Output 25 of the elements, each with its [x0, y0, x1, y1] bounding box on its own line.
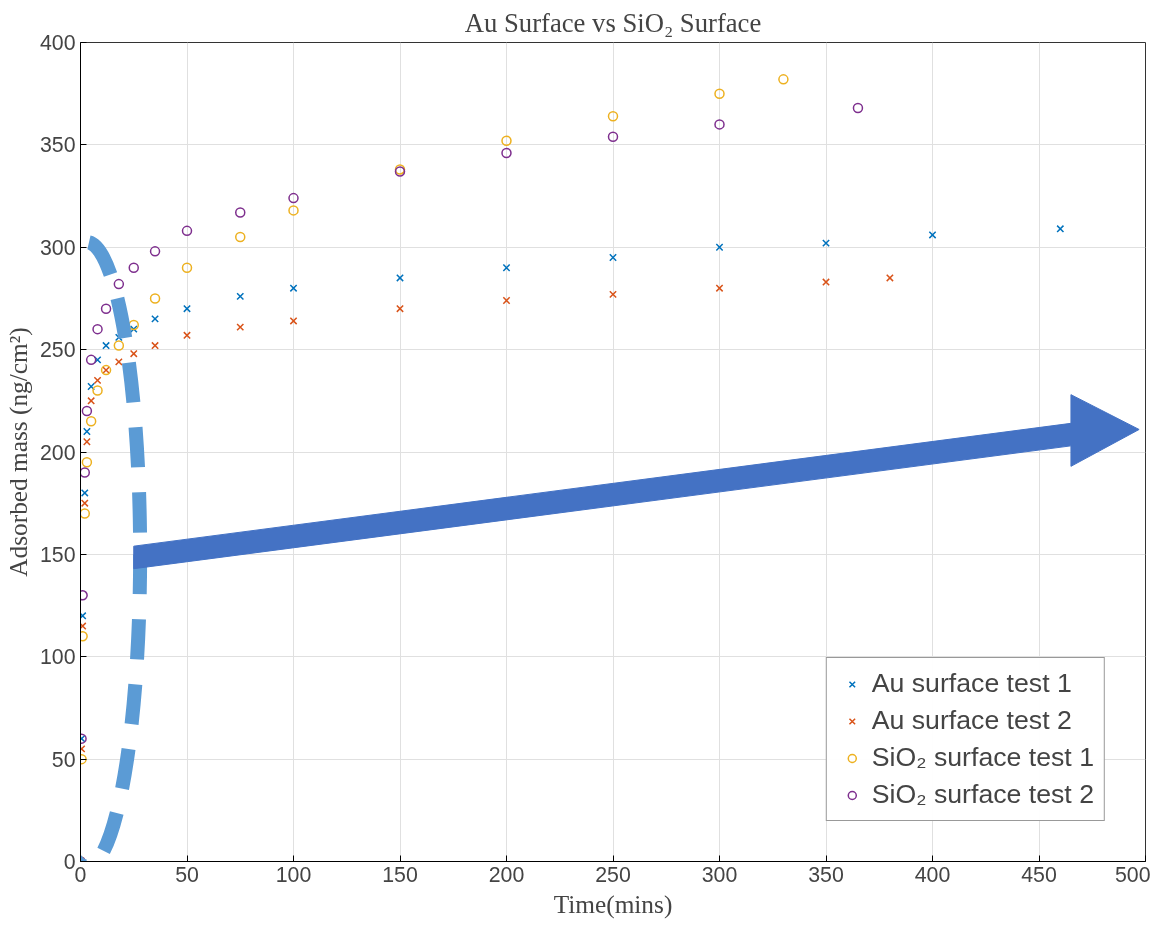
x-tick-label: 150: [382, 862, 418, 887]
y-tick-label: 50: [51, 747, 76, 772]
x-axis-title: Time(mins): [553, 889, 673, 919]
y-tick-label: 100: [39, 645, 76, 670]
x-tick-label: 350: [808, 862, 844, 887]
x-tick-label: 500: [1114, 862, 1151, 887]
y-tick-label: 300: [39, 235, 76, 260]
y-tick-label: 150: [39, 542, 76, 567]
x-tick-label: 100: [275, 862, 312, 887]
legend-label: Au surface test 2: [871, 705, 1072, 736]
x-tick-label: 50: [175, 862, 199, 887]
legend-label: SiO₂ surface test 2: [871, 779, 1094, 810]
legend-label: SiO₂ surface test 1: [871, 742, 1094, 773]
x-tick-label: 200: [488, 862, 525, 887]
legend-label: Au surface test 1: [871, 668, 1072, 699]
x-tick-label: 300: [701, 862, 738, 887]
y-tick-label: 400: [39, 31, 76, 55]
x-tick-label: 400: [914, 862, 951, 887]
y-tick-label: 200: [39, 440, 76, 465]
y-tick-label: 350: [39, 133, 76, 158]
y-tick-label: 250: [39, 338, 76, 363]
y-axis-title: Adsorbed mass (ng/cm²): [3, 327, 33, 577]
x-tick-label: 250: [595, 862, 631, 887]
chart-title: Au Surface vs SiO₂ Surface: [464, 7, 762, 38]
x-tick-label: 450: [1021, 862, 1057, 887]
